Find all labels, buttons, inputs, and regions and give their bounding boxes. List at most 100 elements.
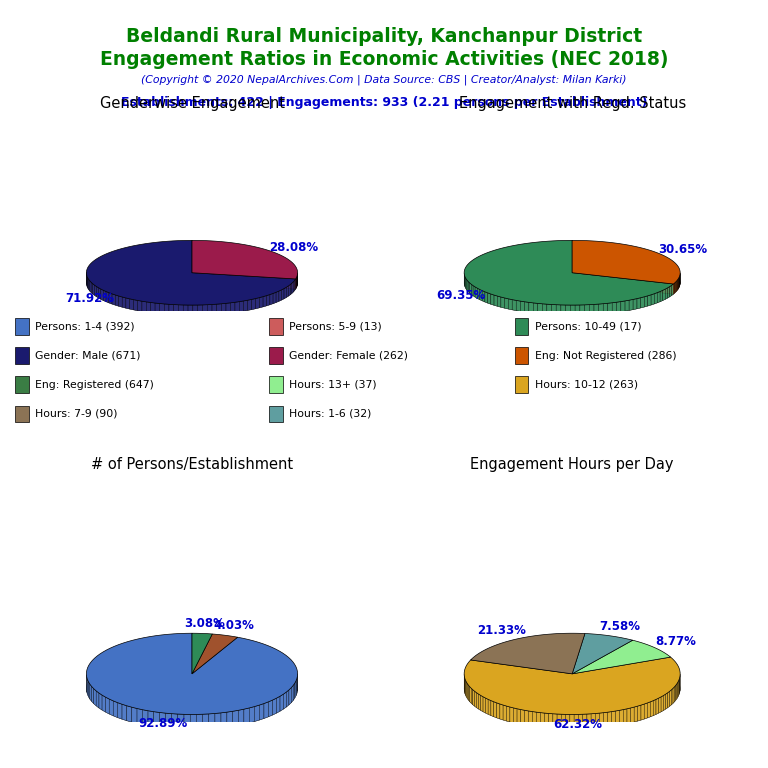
Polygon shape [625,300,629,311]
Polygon shape [477,288,480,300]
Polygon shape [500,704,503,720]
Polygon shape [575,305,580,316]
Polygon shape [574,714,578,730]
Text: Engagement Ratios in Economic Activities (NEC 2018): Engagement Ratios in Economic Activities… [100,50,668,69]
Polygon shape [472,284,473,296]
Text: 21.33%: 21.33% [477,624,526,637]
Polygon shape [475,287,477,299]
Polygon shape [583,714,587,729]
Polygon shape [634,706,637,722]
Polygon shape [506,706,510,722]
Polygon shape [87,634,297,714]
Polygon shape [99,693,102,710]
Polygon shape [571,305,575,316]
Polygon shape [122,297,126,308]
Polygon shape [88,278,89,290]
Polygon shape [142,301,146,312]
Polygon shape [647,295,651,306]
Polygon shape [538,303,542,314]
Polygon shape [137,300,142,312]
Polygon shape [106,292,109,303]
Polygon shape [142,710,148,726]
Text: Beldandi Rural Municipality, Kanchanpur District: Beldandi Rural Municipality, Kanchanpur … [126,27,642,46]
Polygon shape [603,303,607,314]
Polygon shape [464,672,680,730]
Polygon shape [286,690,289,707]
Polygon shape [600,713,604,728]
Polygon shape [580,305,584,315]
Polygon shape [192,634,212,674]
Polygon shape [674,685,676,702]
Polygon shape [466,279,467,290]
Polygon shape [94,285,96,296]
Polygon shape [104,290,106,302]
Polygon shape [209,713,215,729]
Polygon shape [532,712,536,727]
Polygon shape [292,282,293,293]
Polygon shape [160,303,164,314]
Polygon shape [565,305,571,316]
Polygon shape [617,302,621,313]
Polygon shape [529,303,533,313]
Polygon shape [243,300,248,311]
Text: Establishments: 422 | Engagements: 933 (2.21 persons per Establishment): Establishments: 422 | Engagements: 933 (… [121,96,647,109]
Polygon shape [279,290,282,301]
Polygon shape [240,301,243,312]
Polygon shape [661,696,664,712]
Polygon shape [545,713,548,728]
Polygon shape [192,240,297,279]
Polygon shape [651,293,654,305]
Polygon shape [673,687,674,703]
Polygon shape [664,694,666,710]
Polygon shape [280,694,283,711]
Polygon shape [525,302,529,313]
Polygon shape [291,686,293,703]
Polygon shape [678,680,679,697]
Polygon shape [296,678,297,696]
Polygon shape [130,299,134,310]
Polygon shape [87,240,296,305]
Polygon shape [472,688,473,705]
Polygon shape [604,712,607,727]
Polygon shape [197,714,203,730]
Polygon shape [227,711,233,727]
Polygon shape [510,707,514,723]
Polygon shape [122,704,127,720]
Polygon shape [637,705,641,721]
Polygon shape [498,296,501,307]
Polygon shape [126,298,130,309]
Polygon shape [584,305,589,315]
Polygon shape [178,305,184,315]
Polygon shape [148,710,154,727]
Polygon shape [188,305,193,316]
Text: 62.32%: 62.32% [553,718,602,731]
Polygon shape [254,705,260,722]
Polygon shape [192,648,212,689]
Polygon shape [178,714,184,730]
Text: Engagement with Regd. Status: Engagement with Regd. Status [458,96,686,111]
Polygon shape [112,294,115,305]
Polygon shape [657,292,660,303]
Polygon shape [572,641,670,674]
Polygon shape [551,304,556,315]
Polygon shape [96,691,99,708]
Polygon shape [295,279,296,290]
Polygon shape [670,285,672,296]
Polygon shape [607,712,611,727]
Polygon shape [491,294,494,305]
Text: (Copyright © 2020 NepalArchives.Com | Data Source: CBS | Creator/Analyst: Milan : (Copyright © 2020 NepalArchives.Com | Da… [141,74,627,85]
Polygon shape [607,303,612,313]
Polygon shape [151,303,155,313]
Polygon shape [561,714,565,730]
Polygon shape [672,284,674,296]
Polygon shape [491,700,494,717]
Polygon shape [154,712,160,727]
Polygon shape [190,714,197,730]
Polygon shape [102,695,105,712]
Polygon shape [471,634,585,674]
Polygon shape [87,250,296,316]
Polygon shape [217,304,221,314]
Polygon shape [290,283,292,295]
Polygon shape [172,713,178,729]
Text: Eng: Not Registered (286): Eng: Not Registered (286) [535,350,676,361]
